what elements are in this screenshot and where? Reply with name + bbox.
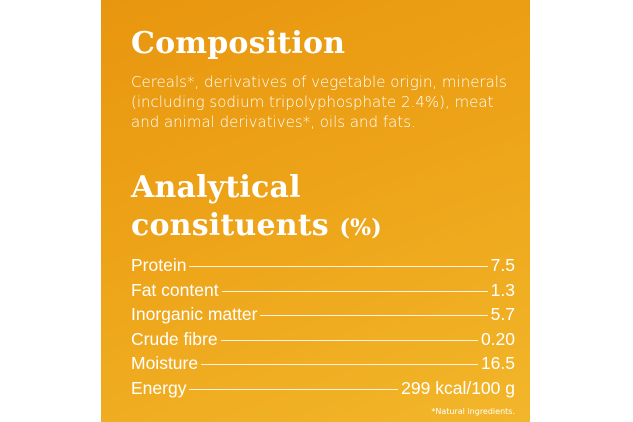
analytical-heading-word: consituents xyxy=(131,208,329,243)
constituent-label: Moisture xyxy=(131,353,199,374)
constituent-label: Inorganic matter xyxy=(131,304,258,325)
constituents-table: Protein 7.5 Fat content 1.3 Inorganic ma… xyxy=(131,253,515,401)
constituent-row-fat-content: Fat content 1.3 xyxy=(131,278,515,303)
constituent-label: Energy xyxy=(131,377,187,398)
leader-line xyxy=(221,290,488,292)
composition-text: Cereals*, derivatives of vegetable origi… xyxy=(131,73,507,131)
composition-heading: Composition xyxy=(131,26,346,61)
constituent-row-moisture: Moisture 16.5 xyxy=(131,351,515,376)
constituent-value: 5.7 xyxy=(490,304,515,325)
nutrition-panel: Composition Cereals*, derivatives of veg… xyxy=(101,0,530,422)
constituent-label: Fat content xyxy=(131,279,219,300)
constituent-row-energy: Energy 299 kcal/100 g xyxy=(131,376,515,401)
constituent-row-crude-fibre: Crude fibre 0.20 xyxy=(131,327,515,352)
constituent-label: Crude fibre xyxy=(131,328,218,349)
footnote: *Natural ingredients. xyxy=(431,407,515,416)
analytical-heading-line2: consituents (%) xyxy=(131,207,382,247)
constituent-value: 16.5 xyxy=(480,353,515,374)
leader-line xyxy=(189,388,399,390)
constituent-value: 1.3 xyxy=(490,279,515,300)
analytical-heading: Analytical consituents (%) xyxy=(131,169,382,247)
leader-line xyxy=(201,364,478,366)
constituent-row-protein: Protein 7.5 xyxy=(131,253,515,278)
leader-line xyxy=(189,266,488,267)
analytical-heading-line1: Analytical xyxy=(131,170,301,205)
leader-line xyxy=(260,315,488,317)
constituent-label: Protein xyxy=(131,255,187,275)
constituent-row-inorganic-matter: Inorganic matter 5.7 xyxy=(131,302,515,327)
analytical-heading-unit: (%) xyxy=(339,215,382,241)
constituent-value: 0.20 xyxy=(480,328,515,349)
constituent-value: 299 kcal/100 g xyxy=(401,377,515,398)
constituent-value: 7.5 xyxy=(490,255,515,275)
leader-line xyxy=(220,339,478,341)
